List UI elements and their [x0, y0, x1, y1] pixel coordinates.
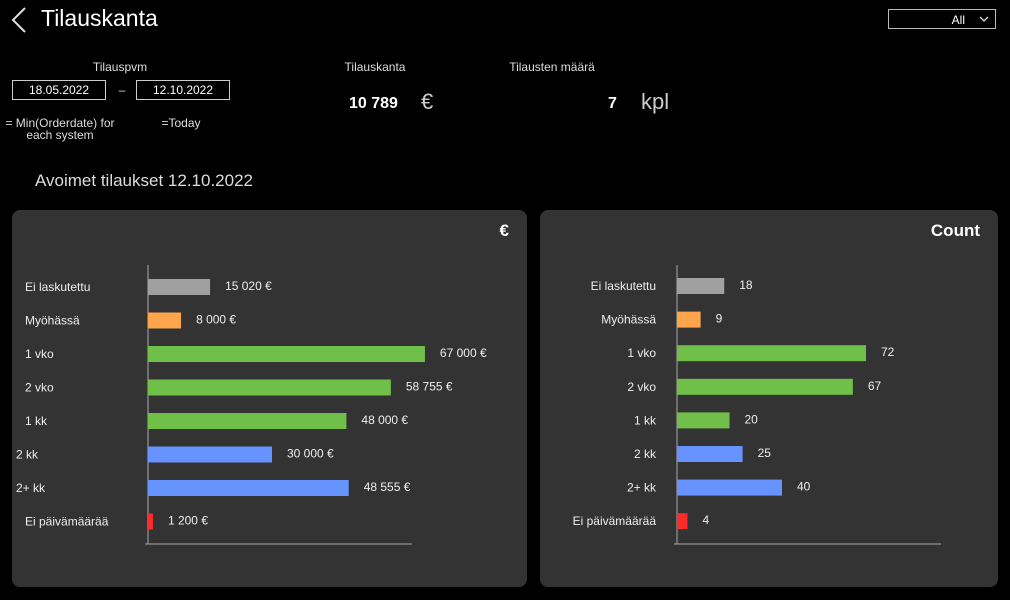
chevron-left-icon[interactable] — [8, 6, 30, 34]
euro-category-label-2-vko: 2 vko — [25, 381, 54, 395]
euro-bar-1-kk[interactable] — [148, 413, 347, 429]
euro-value-label-myohassa: 8 000 € — [196, 313, 236, 327]
count-category-label-2-vko: 2 vko — [627, 380, 656, 394]
euro-value-label-2-vko: 58 755 € — [406, 380, 453, 394]
order-stock-unit: € — [421, 89, 434, 114]
order-count-value: 7 — [608, 95, 617, 112]
euro-value-label-2-kk: 30 000 € — [287, 447, 334, 461]
count-value-label-ei-laskutettu: 18 — [739, 278, 753, 292]
chart-panel-euro: € Ei laskutettu 15 020 € Myöhässä 8 000 € 1 … — [12, 210, 527, 587]
euro-category-label-myohassa: Myöhässä — [25, 314, 80, 328]
euro-bar-2-vko[interactable] — [148, 379, 391, 396]
filter-select[interactable]: All — [888, 9, 996, 29]
euro-category-label-1-kk: 1 kk — [25, 414, 48, 428]
count-value-label-2-kk: 25 — [758, 446, 772, 460]
chart-title-euro: € — [499, 221, 509, 240]
euro-category-label-ei-paivamaaraa: Ei päivämäärää — [25, 515, 109, 529]
euro-bar-ei-laskutettu[interactable] — [148, 279, 211, 295]
chart-count: Ei laskutettu 18 Myöhässä 9 1 vko 72 2 vko 67 1 … — [573, 265, 941, 545]
count-category-label-ei-laskutettu: Ei laskutettu — [591, 279, 656, 293]
count-bar-ei-laskutettu[interactable] — [677, 278, 725, 294]
count-value-label-1-vko: 72 — [881, 345, 895, 359]
euro-category-label-ei-laskutettu: Ei laskutettu — [25, 280, 90, 294]
count-category-label-1-kk: 1 kk — [634, 413, 657, 427]
date-range-label: Tilauspvm — [92, 60, 148, 74]
count-value-label-2-kk: 40 — [797, 480, 811, 494]
count-bar-1-kk[interactable] — [677, 412, 730, 429]
count-bar-2-vko[interactable] — [677, 378, 853, 395]
count-category-label-2-kk: 2+ kk — [627, 481, 657, 495]
count-category-label-1-vko: 1 vko — [627, 346, 656, 360]
count-value-label-ei-paivamaaraa: 4 — [703, 513, 710, 527]
date-separator: – — [118, 83, 126, 97]
count-category-label-myohassa: Myöhässä — [601, 313, 656, 327]
euro-bar-2-kk[interactable] — [148, 446, 272, 463]
count-bar-ei-paivamaaraa[interactable] — [677, 513, 688, 530]
order-count-unit: kpl — [641, 89, 670, 114]
order-stock-label: Tilauskanta — [344, 60, 406, 74]
euro-value-label-1-vko: 67 000 € — [440, 346, 487, 360]
euro-value-label-1-kk: 48 000 € — [361, 413, 408, 427]
euro-category-label-2-kk: 2 kk — [16, 448, 39, 462]
chart-panel-count: Count Ei laskutettu 18 Myöhässä 9 1 vko 72 2 v… — [540, 210, 998, 587]
order-count-label: Tilausten määrä — [509, 60, 595, 74]
count-category-label-ei-paivamaaraa: Ei päivämäärää — [573, 514, 657, 528]
filter-select-value: All — [951, 13, 965, 27]
chart-euro: Ei laskutettu 15 020 € Myöhässä 8 000 € 1 vk… — [16, 265, 487, 545]
count-value-label-2-vko: 67 — [868, 379, 882, 393]
euro-value-label-ei-paivamaaraa: 1 200 € — [168, 514, 208, 528]
euro-bar-ei-paivamaaraa[interactable] — [148, 513, 153, 530]
euro-bar-1-vko[interactable] — [148, 346, 425, 362]
section-title: Avoimet tilaukset 12.10.2022 — [35, 171, 253, 190]
chart-title-count: Count — [930, 221, 980, 240]
count-bar-2-kk[interactable] — [677, 446, 743, 462]
end-date-input[interactable]: 12.10.2022 — [136, 80, 230, 100]
euro-bar-myohassa[interactable] — [148, 312, 182, 329]
chevron-down-icon — [979, 16, 989, 22]
count-value-label-myohassa: 9 — [716, 312, 723, 326]
euro-category-label-2-kk: 2+ kk — [16, 481, 46, 495]
count-bar-myohassa[interactable] — [677, 311, 701, 328]
order-stock-value: 10 789 — [349, 95, 398, 112]
page-title: Tilauskanta — [41, 5, 158, 31]
euro-value-label-2-kk: 48 555 € — [364, 480, 411, 494]
euro-value-label-ei-laskutettu: 15 020 € — [225, 279, 272, 293]
count-bar-1-vko[interactable] — [677, 345, 866, 362]
euro-bar-2-kk[interactable] — [148, 480, 349, 496]
start-date-input[interactable]: 18.05.2022 — [12, 80, 106, 100]
count-category-label-2-kk: 2 kk — [634, 447, 657, 461]
count-bar-2-kk[interactable] — [677, 479, 782, 496]
euro-category-label-1-vko: 1 vko — [25, 347, 54, 361]
start-date-note: = Min(Orderdate) for each system — [5, 116, 115, 142]
end-date-note: =Today — [161, 116, 201, 130]
count-value-label-1-kk: 20 — [745, 412, 759, 426]
